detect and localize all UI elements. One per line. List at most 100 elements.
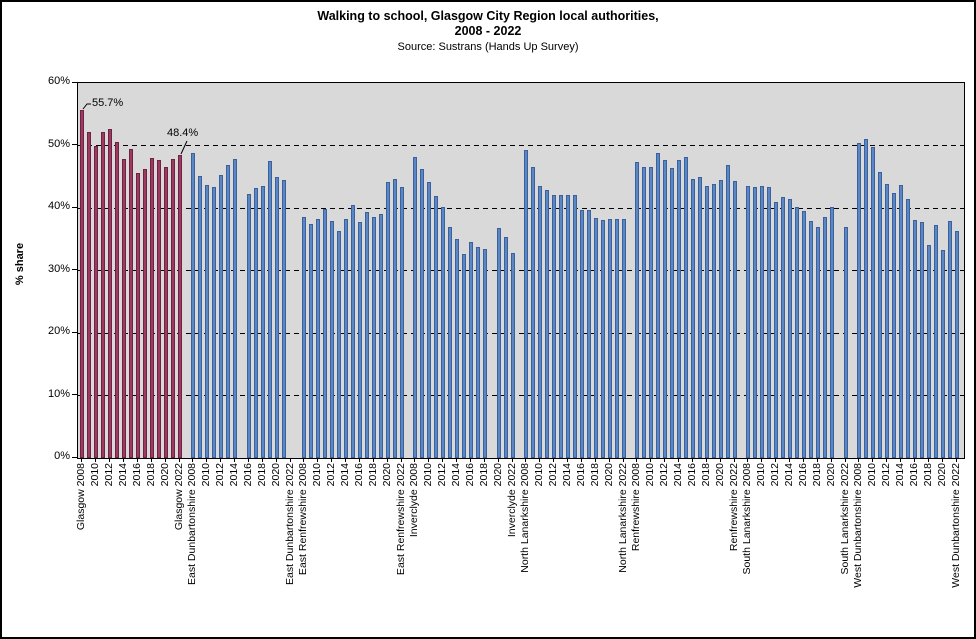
bar-south-lanarkshire-2018 — [816, 227, 820, 458]
x-tick-label: 2014 — [782, 463, 795, 487]
x-tick-label: 2012 — [435, 463, 448, 487]
x-tick-mark — [789, 458, 790, 462]
y-tick-label-10: 10% — [47, 387, 70, 400]
bar-west-dunbartonshire-2014 — [899, 185, 903, 458]
gridline-30 — [78, 270, 964, 271]
bar-east-dunbartonshire-2011 — [212, 187, 216, 458]
bar-inverclyde-2011 — [434, 196, 438, 458]
y-tick-label-0: 0% — [54, 450, 70, 462]
bar-renfrewshire-2009 — [642, 167, 646, 458]
x-tick-mark — [706, 458, 707, 462]
bar-south-lanarkshire-2019 — [823, 217, 827, 458]
bar-south-lanarkshire-2014 — [788, 199, 792, 458]
x-tick-mark — [747, 458, 748, 462]
x-tick-mark — [539, 458, 540, 462]
y-tick-mark-60 — [72, 81, 77, 83]
x-tick-mark — [123, 458, 124, 462]
x-tick-mark — [290, 458, 291, 462]
bar-east-renfrewshire-2022 — [400, 187, 404, 458]
x-tick-mark — [276, 458, 277, 462]
bar-south-lanarkshire-2022 — [844, 227, 848, 458]
x-tick-mark — [650, 458, 651, 462]
x-tick-mark — [636, 458, 637, 462]
bar-north-lanarkshire-2015 — [573, 195, 577, 458]
x-tick-label: 2020 — [602, 463, 615, 487]
bar-east-dunbartonshire-2012 — [219, 175, 223, 458]
bar-renfrewshire-2016 — [691, 179, 695, 458]
x-tick-mark — [928, 458, 929, 462]
x-tick-label: 2018 — [921, 463, 934, 487]
x-tick-label: 2016 — [463, 463, 476, 487]
bar-east-dunbartonshire-2021 — [282, 180, 286, 458]
bar-glasgow-2013 — [115, 142, 119, 458]
x-tick-label: South Lanarkshire 2008 — [740, 463, 753, 575]
x-tick-mark — [262, 458, 263, 462]
y-tick-mark-40 — [72, 206, 77, 208]
x-tick-label: 2014 — [338, 463, 351, 487]
bar-inverclyde-2017 — [476, 247, 480, 458]
x-tick-mark — [303, 458, 304, 462]
x-tick-mark — [803, 458, 804, 462]
x-tick-mark — [775, 458, 776, 462]
x-tick-mark — [567, 458, 568, 462]
bar-glasgow-2020 — [164, 167, 168, 458]
bar-north-lanarkshire-2018 — [594, 218, 598, 458]
bar-renfrewshire-2010 — [649, 167, 653, 458]
bar-west-dunbartonshire-2008 — [857, 143, 861, 458]
gridline-10 — [78, 395, 964, 396]
x-tick-mark — [623, 458, 624, 462]
x-tick-mark — [831, 458, 832, 462]
x-tick-mark — [678, 458, 679, 462]
bar-east-dunbartonshire-2020 — [275, 177, 279, 458]
bar-west-dunbartonshire-2018 — [927, 245, 931, 458]
x-tick-label: 2020 — [713, 463, 726, 487]
x-tick-label: 2016 — [685, 463, 698, 487]
bar-east-dunbartonshire-2014 — [233, 159, 237, 458]
x-tick-label: Inverclyde 2008 — [407, 463, 420, 538]
bar-south-lanarkshire-2017 — [809, 221, 813, 458]
bar-inverclyde-2008 — [413, 157, 417, 458]
bar-west-dunbartonshire-2021 — [948, 221, 952, 458]
x-tick-mark — [456, 458, 457, 462]
bar-west-dunbartonshire-2019 — [934, 225, 938, 458]
x-tick-mark — [428, 458, 429, 462]
x-tick-label: North Lanarkshire 2022 — [616, 463, 629, 573]
x-tick-label: 2012 — [213, 463, 226, 487]
x-tick-label: Renfrewshire 2022 — [727, 463, 740, 552]
y-tick-label-40: 40% — [47, 200, 70, 212]
bar-inverclyde-2020 — [497, 228, 501, 458]
bar-inverclyde-2021 — [504, 237, 508, 458]
bar-west-dunbartonshire-2015 — [906, 199, 910, 458]
x-tick-mark — [553, 458, 554, 462]
bar-inverclyde-2022 — [511, 253, 515, 458]
x-tick-label: 2016 — [907, 463, 920, 487]
x-tick-label: 2014 — [671, 463, 684, 487]
x-tick-mark — [512, 458, 513, 462]
bar-renfrewshire-2018 — [705, 186, 709, 458]
bar-renfrewshire-2012 — [663, 160, 667, 458]
gridline-50 — [78, 145, 964, 146]
bar-north-lanarkshire-2013 — [559, 195, 563, 458]
x-tick-mark — [414, 458, 415, 462]
x-tick-label: 2018 — [255, 463, 268, 487]
x-tick-label: 2010 — [421, 463, 434, 487]
x-tick-mark — [331, 458, 332, 462]
x-tick-mark — [442, 458, 443, 462]
x-tick-mark — [872, 458, 873, 462]
bar-south-lanarkshire-2008 — [746, 186, 750, 458]
bar-east-dunbartonshire-2009 — [198, 176, 202, 458]
x-tick-label: West Dunbartonshire 2008 — [851, 463, 864, 588]
y-tick-mark-0 — [72, 456, 77, 458]
bar-south-lanarkshire-2010 — [760, 186, 764, 458]
bar-renfrewshire-2008 — [635, 162, 639, 458]
bar-west-dunbartonshire-2022 — [955, 231, 959, 458]
bar-south-lanarkshire-2012 — [774, 202, 778, 458]
x-tick-mark — [484, 458, 485, 462]
x-tick-mark — [956, 458, 957, 462]
bar-east-renfrewshire-2019 — [379, 214, 383, 458]
bar-glasgow-2014 — [122, 159, 126, 458]
x-tick-mark — [720, 458, 721, 462]
plot-area: 55.7% 48.4% — [77, 82, 965, 459]
x-tick-mark — [858, 458, 859, 462]
